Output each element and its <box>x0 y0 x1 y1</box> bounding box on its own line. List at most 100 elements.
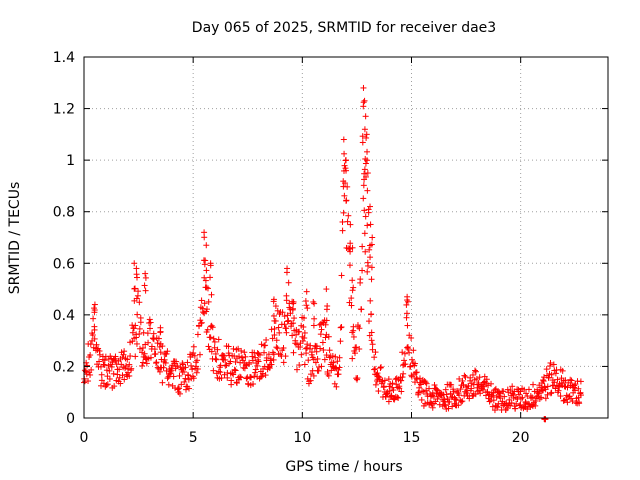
data-point <box>457 386 464 393</box>
data-point <box>429 404 436 411</box>
data-point <box>98 382 105 389</box>
data-point <box>545 374 552 381</box>
data-point <box>376 374 383 381</box>
data-point <box>109 359 116 366</box>
data-point <box>542 395 549 402</box>
x-tick-label: 5 <box>189 430 198 446</box>
data-point <box>222 362 229 369</box>
data-point <box>134 292 141 299</box>
data-point <box>285 279 292 286</box>
data-point <box>368 241 375 248</box>
data-point <box>523 390 530 397</box>
y-tick-label: 0.6 <box>53 256 75 272</box>
data-point <box>333 383 340 390</box>
data-point <box>364 268 371 275</box>
data-point <box>403 301 410 308</box>
data-point <box>167 370 174 377</box>
data-point <box>350 284 357 291</box>
data-point <box>217 369 224 376</box>
data-point <box>313 343 320 350</box>
data-point <box>274 345 281 352</box>
data-point <box>361 230 368 237</box>
data-point <box>250 381 257 388</box>
data-point <box>163 350 170 357</box>
data-point <box>182 364 189 371</box>
data-point <box>306 345 313 352</box>
data-point <box>310 372 317 379</box>
data-point <box>96 358 103 365</box>
data-point <box>283 329 290 336</box>
data-point <box>173 358 180 365</box>
data-point <box>486 398 493 405</box>
data-point <box>390 387 397 394</box>
data-point <box>509 383 516 390</box>
data-point <box>564 399 571 406</box>
data-point <box>274 307 281 314</box>
data-point <box>339 218 346 225</box>
data-point <box>368 264 375 271</box>
data-point <box>256 351 263 358</box>
data-point <box>447 390 454 397</box>
data-point <box>359 243 366 250</box>
data-point <box>462 373 469 380</box>
data-point <box>188 362 195 369</box>
data-point <box>267 357 274 364</box>
data-point <box>207 262 214 269</box>
data-point <box>366 246 373 253</box>
data-point <box>170 373 177 380</box>
data-point <box>542 416 549 423</box>
data-point <box>343 197 350 204</box>
data-point <box>403 310 410 317</box>
data-point <box>338 272 345 279</box>
data-point <box>232 367 239 374</box>
data-point <box>385 398 392 405</box>
data-point <box>285 317 292 324</box>
data-point <box>411 379 418 386</box>
data-point <box>372 381 379 388</box>
data-point <box>193 369 200 376</box>
data-point <box>161 356 168 363</box>
data-point <box>248 374 255 381</box>
data-point <box>367 221 374 228</box>
data-point <box>407 363 414 370</box>
data-point <box>360 103 367 110</box>
data-point <box>377 364 384 371</box>
data-point <box>227 358 234 365</box>
x-axis-label: GPS time / hours <box>285 459 402 475</box>
data-point <box>142 356 149 363</box>
data-point <box>544 391 551 398</box>
data-point <box>165 381 172 388</box>
data-point <box>266 365 273 372</box>
data-point <box>215 336 222 343</box>
data-point <box>525 386 532 393</box>
data-point <box>345 212 352 219</box>
data-point <box>563 392 570 399</box>
data-point <box>87 352 94 359</box>
data-point <box>153 360 160 367</box>
data-point <box>166 371 173 378</box>
data-point <box>207 334 214 341</box>
data-point <box>348 295 355 302</box>
data-point <box>405 345 412 352</box>
data-point <box>331 380 338 387</box>
data-point <box>347 240 354 247</box>
x-tick-label: 10 <box>293 430 311 446</box>
data-point <box>280 345 287 352</box>
data-point <box>87 371 94 378</box>
data-point <box>271 325 278 332</box>
data-point <box>312 359 319 366</box>
data-point <box>330 359 337 366</box>
data-point <box>364 222 371 229</box>
data-point <box>472 368 479 375</box>
y-tick-label: 1.4 <box>53 50 75 66</box>
data-point <box>344 218 351 225</box>
data-point <box>222 356 229 363</box>
data-point <box>360 195 367 202</box>
data-point <box>112 353 119 360</box>
data-point <box>91 307 98 314</box>
data-point <box>139 349 146 356</box>
data-point <box>152 350 159 357</box>
data-point <box>208 291 215 298</box>
data-point <box>357 279 364 286</box>
data-point <box>367 203 374 210</box>
